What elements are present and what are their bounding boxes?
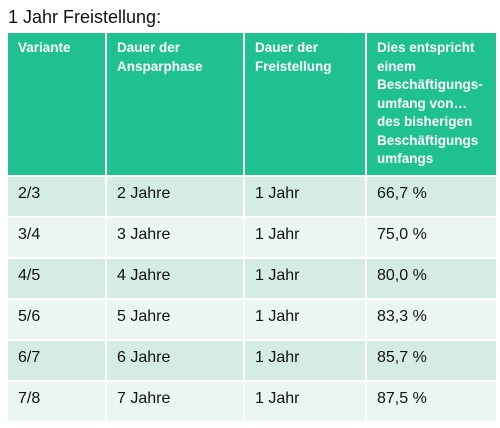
cell-umfang: 66,7 %: [366, 176, 496, 218]
table-row: 5/6 5 Jahre 1 Jahr 83,3 %: [8, 299, 496, 341]
freistellung-table: Variante Dauer der Ansparphase Dauer der…: [8, 33, 496, 423]
cell-ansparphase: 2 Jahre: [106, 176, 245, 218]
table-row: 2/3 2 Jahre 1 Jahr 66,7 %: [8, 176, 496, 218]
page-title: 1 Jahr Freistellung:: [8, 7, 162, 27]
cell-variante: 6/7: [8, 340, 107, 382]
cell-freistellung: 1 Jahr: [244, 176, 367, 218]
cell-variante: 7/8: [8, 381, 107, 423]
cell-umfang: 87,5 %: [366, 381, 496, 423]
cell-umfang: 85,7 %: [366, 340, 496, 382]
cell-ansparphase: 7 Jahre: [106, 381, 245, 423]
cell-umfang: 80,0 %: [366, 258, 496, 300]
cell-umfang: 75,0 %: [366, 217, 496, 259]
cell-ansparphase: 5 Jahre: [106, 299, 245, 341]
cell-ansparphase: 4 Jahre: [106, 258, 245, 300]
cell-freistellung: 1 Jahr: [244, 258, 367, 300]
cell-freistellung: 1 Jahr: [244, 299, 367, 341]
table-row: 4/5 4 Jahre 1 Jahr 80,0 %: [8, 258, 496, 300]
table-row: 3/4 3 Jahre 1 Jahr 75,0 %: [8, 217, 496, 259]
cell-variante: 3/4: [8, 217, 107, 259]
cell-variante: 2/3: [8, 176, 107, 218]
table-header-row: Variante Dauer der Ansparphase Dauer der…: [8, 33, 496, 176]
header-freistellung: Dauer der Freistellung: [244, 33, 367, 176]
header-variante: Variante: [8, 33, 107, 176]
table-row: 6/7 6 Jahre 1 Jahr 85,7 %: [8, 340, 496, 382]
table-row: 7/8 7 Jahre 1 Jahr 87,5 %: [8, 381, 496, 423]
cell-freistellung: 1 Jahr: [244, 340, 367, 382]
cell-ansparphase: 6 Jahre: [106, 340, 245, 382]
cell-ansparphase: 3 Jahre: [106, 217, 245, 259]
cell-variante: 4/5: [8, 258, 107, 300]
cell-freistellung: 1 Jahr: [244, 217, 367, 259]
header-ansparphase: Dauer der Ansparphase: [106, 33, 245, 176]
cell-freistellung: 1 Jahr: [244, 381, 367, 423]
header-beschaeftigungsumfang: Dies entspricht einem Beschäftigungs-umf…: [366, 33, 496, 176]
cell-variante: 5/6: [8, 299, 107, 341]
cell-umfang: 83,3 %: [366, 299, 496, 341]
